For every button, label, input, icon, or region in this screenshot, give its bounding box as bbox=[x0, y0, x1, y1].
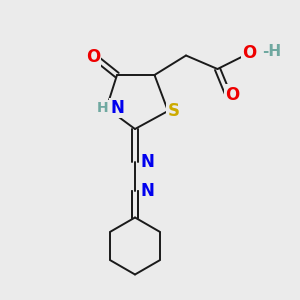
Text: O: O bbox=[242, 44, 256, 62]
Text: H: H bbox=[97, 101, 109, 115]
Text: N: N bbox=[141, 182, 154, 200]
Text: N: N bbox=[110, 99, 124, 117]
Text: O: O bbox=[86, 48, 100, 66]
Text: N: N bbox=[141, 153, 154, 171]
Text: O: O bbox=[225, 85, 240, 103]
Text: S: S bbox=[167, 102, 179, 120]
Text: -H: -H bbox=[262, 44, 282, 59]
